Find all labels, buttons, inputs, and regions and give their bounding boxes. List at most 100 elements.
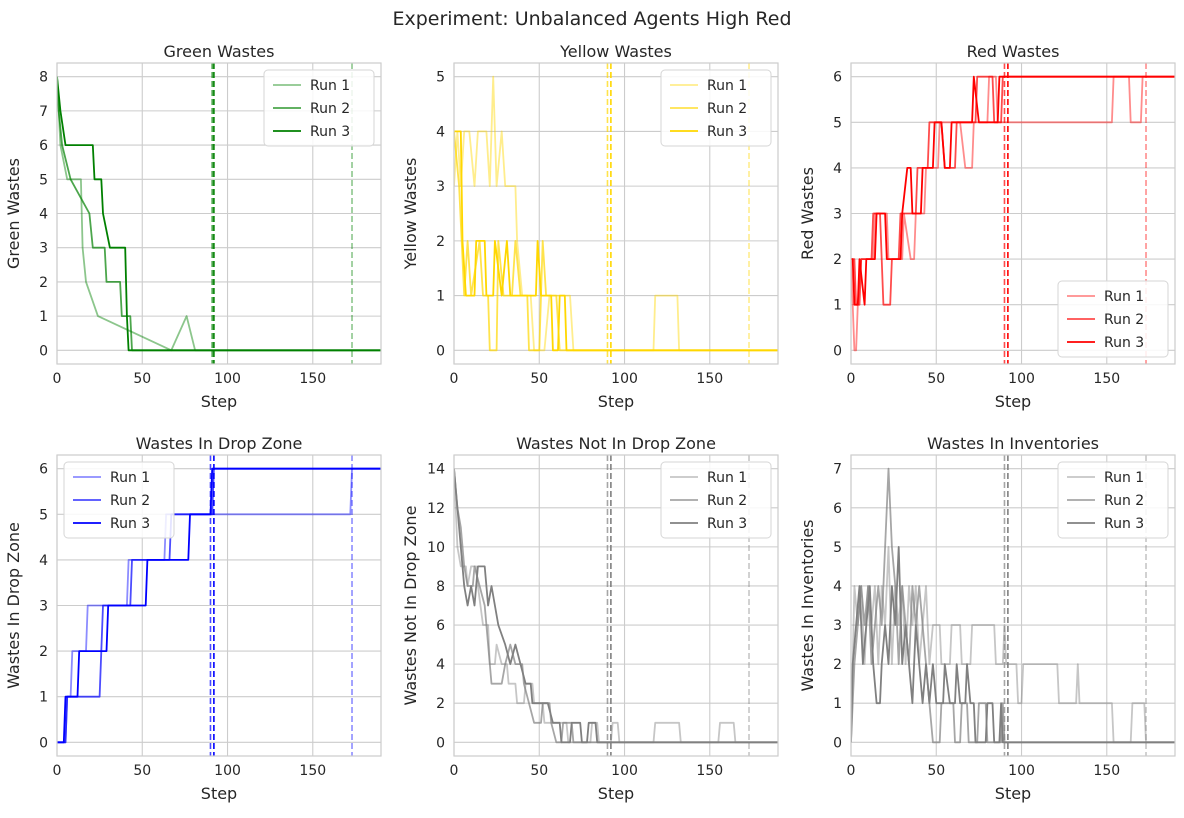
- legend-label-run-1: Run 1: [110, 470, 150, 486]
- y-tick-label: 5: [39, 172, 48, 188]
- y-tick-label: 6: [39, 138, 48, 154]
- y-tick-label: 4: [39, 553, 48, 569]
- y-tick-label: 3: [39, 241, 48, 257]
- legend-label-run-3: Run 3: [310, 124, 350, 140]
- y-tick-label: 1: [833, 696, 842, 712]
- series-line-run-3: [454, 468, 778, 744]
- series-line-run-1: [454, 468, 778, 744]
- subplot-6: 0 50 100 150 0 1 2 3 4 5 6 7 Wastes In Inventories St…: [798, 434, 1176, 803]
- series-line-run-2: [851, 75, 1175, 306]
- x-tick-label: 0: [847, 371, 856, 387]
- y-tick-label: 2: [39, 644, 48, 660]
- y-tick-label: 14: [427, 462, 445, 478]
- axes-frame: [850, 454, 1176, 757]
- x-tick-label: 100: [611, 371, 638, 387]
- y-tick-label: 4: [39, 207, 48, 223]
- y-tick-label: 6: [833, 501, 842, 517]
- x-tick-label: 150: [696, 763, 723, 779]
- legend: Run 1 Run 2 Run 3: [1057, 280, 1169, 358]
- legend-label-run-1: Run 1: [1104, 289, 1144, 305]
- legend-label-run-2: Run 2: [1104, 312, 1144, 328]
- y-tick-label: 3: [833, 618, 842, 634]
- x-tick-label: 100: [214, 371, 241, 387]
- y-tick-label: 2: [436, 696, 445, 712]
- series-line-run-3: [851, 75, 1175, 306]
- legend-label-run-3: Run 3: [1104, 516, 1144, 532]
- legend-label-run-3: Run 3: [110, 516, 150, 532]
- x-tick-label: 0: [53, 763, 62, 779]
- legend-label-run-2: Run 2: [110, 493, 150, 509]
- y-tick-label: 3: [39, 599, 48, 615]
- axes-frame: [453, 454, 779, 757]
- x-tick-label: 50: [927, 763, 945, 779]
- y-tick-label: 0: [833, 735, 842, 751]
- y-tick-label: 1: [39, 690, 48, 706]
- series-line-run-3: [851, 546, 1175, 744]
- y-tick-label: 2: [436, 234, 445, 250]
- x-tick-label: 150: [696, 371, 723, 387]
- legend: Run 1 Run 2 Run 3: [263, 69, 375, 147]
- y-tick-label: 8: [39, 70, 48, 86]
- x-axis-label: Step: [201, 784, 237, 803]
- plot-area: [57, 455, 381, 756]
- legend-label-run-2: Run 2: [707, 493, 747, 509]
- series-line-run-2: [57, 76, 381, 352]
- y-tick-label: 4: [833, 161, 842, 177]
- y-tick-label: 5: [436, 70, 445, 86]
- plot-area: [57, 63, 381, 364]
- series-line-run-2: [57, 467, 381, 744]
- x-axis-label: Step: [995, 392, 1031, 411]
- y-tick-label: 7: [39, 104, 48, 120]
- x-tick-label: 50: [530, 763, 548, 779]
- x-tick-label: 100: [1008, 763, 1035, 779]
- y-axis-label: Yellow Wastes: [401, 158, 420, 271]
- y-tick-label: 1: [39, 309, 48, 325]
- legend-box: [1057, 461, 1169, 539]
- y-axis-label: Wastes In Drop Zone: [4, 522, 23, 689]
- y-tick-label: 8: [436, 579, 445, 595]
- y-tick-label: 2: [833, 252, 842, 268]
- y-axis-label: Wastes In Inventories: [798, 520, 817, 692]
- axes-frame: [56, 454, 382, 757]
- y-tick-label: 6: [436, 618, 445, 634]
- y-tick-label: 5: [833, 540, 842, 556]
- x-tick-label: 100: [1008, 371, 1035, 387]
- subplot-1: 0 50 100 150 0 1 2 3 4 5 6 7 8 Green Wastes Step Green …: [4, 42, 382, 411]
- legend-label-run-1: Run 1: [707, 78, 747, 94]
- y-tick-label: 4: [436, 657, 445, 673]
- legend-box: [263, 69, 375, 147]
- series-line-run-2: [454, 131, 778, 352]
- y-tick-label: 3: [833, 207, 842, 223]
- y-tick-label: 7: [833, 462, 842, 478]
- series-line-run-1: [851, 75, 1175, 352]
- legend-box: [1057, 280, 1169, 358]
- series-line-run-1: [57, 76, 381, 352]
- x-tick-label: 50: [927, 371, 945, 387]
- y-tick-label: 0: [39, 735, 48, 751]
- y-tick-label: 5: [833, 115, 842, 131]
- x-tick-label: 0: [450, 763, 459, 779]
- y-tick-label: 6: [833, 70, 842, 86]
- subplot-title: Wastes Not In Drop Zone: [516, 434, 716, 453]
- x-tick-label: 100: [611, 763, 638, 779]
- axes-frame: [850, 62, 1176, 365]
- subplot-2: 0 50 100 150 0 1 2 3 4 5 Yellow Wastes Step Yellow W…: [401, 42, 779, 411]
- y-tick-label: 4: [436, 124, 445, 140]
- subplot-5: 0 50 100 150 0 2 4 6 8 10 12 14 Wastes Not In Drop Z…: [401, 434, 779, 803]
- axes-frame: [453, 62, 779, 365]
- y-tick-label: 0: [39, 343, 48, 359]
- y-tick-label: 12: [427, 501, 445, 517]
- figure-title: Experiment: Unbalanced Agents High Red: [392, 8, 791, 30]
- y-tick-label: 10: [427, 540, 445, 556]
- x-tick-label: 150: [299, 763, 326, 779]
- x-tick-label: 0: [847, 763, 856, 779]
- legend-box: [63, 461, 175, 539]
- y-tick-label: 4: [833, 579, 842, 595]
- axes-frame: [56, 62, 382, 365]
- x-tick-label: 50: [133, 371, 151, 387]
- subplot-title: Wastes In Drop Zone: [136, 434, 303, 453]
- legend-label-run-2: Run 2: [707, 101, 747, 117]
- x-tick-label: 0: [53, 371, 62, 387]
- y-tick-label: 2: [833, 657, 842, 673]
